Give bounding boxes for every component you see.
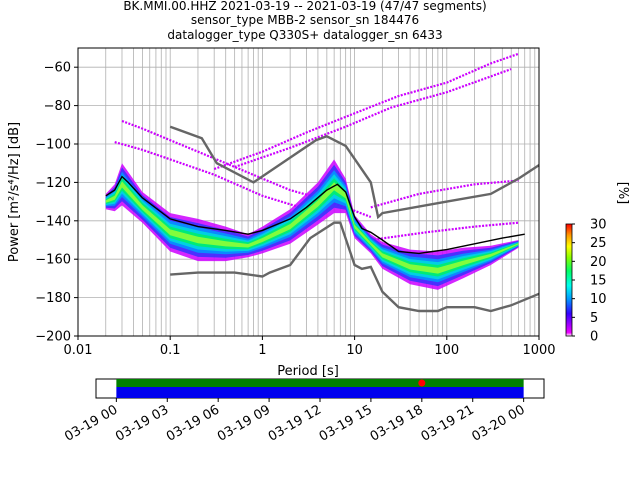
y-tick-label: −160 [35,253,71,268]
reference-upper-line [169,125,540,220]
colorbar-ticks: 0 5 10 15 20 25 30 [572,218,607,345]
timeline-tick-label: 03-19 18 [368,402,426,444]
timeline-tick-label: 03-19 00 [62,402,120,444]
timeline-tick-label: 03-19 15 [317,402,375,444]
y-axis-label: Power [m²/s⁴/Hz] [dB] [7,122,22,262]
colorbar-label: [%] [615,182,630,205]
timeline-tick-label: 03-19 03 [113,402,171,444]
outlier-band [114,141,307,211]
density-layer [105,164,519,287]
outlier-band [234,68,512,169]
timeline-tick-label: 03-19 09 [215,402,273,444]
x-tick-label: 0.01 [64,343,93,358]
reference-noise-models [169,125,540,313]
coverage-available-bar [116,379,524,387]
colorbar-tick-label: 10 [590,292,607,307]
timeline-tick-label: 03-19 06 [164,402,222,444]
y-tick-label: −60 [44,61,71,76]
colorbar-tick-label: 20 [590,255,607,270]
density-band [105,159,519,290]
density-layer [105,170,519,283]
ppsd-plot: 0.01 0.1 1 10 100 1000 −60 −80 −100 −120 −140 −160… [7,47,556,379]
x-tick-label: 1 [258,343,266,358]
colorbar-gradient [565,223,573,337]
y-tick-label: −180 [35,291,71,306]
title-line-3: datalogger_type Q330S+ datalogger_sn 643… [167,28,442,42]
colorbar: 0 5 10 15 20 25 30 [%] [565,182,630,345]
colorbar-tick-label: 15 [590,274,607,289]
reference-lower-line [170,221,540,313]
x-axis-ticks: 0.01 0.1 1 10 100 1000 [64,336,556,358]
outlier-band [370,221,519,242]
coverage-used-bar [116,387,524,398]
y-tick-label: −200 [35,330,71,345]
timeline-tick-label: 03-19 21 [419,402,477,444]
x-axis-label: Period [s] [277,364,339,379]
x-tick-label: 100 [434,343,459,358]
mean-curve [105,175,525,255]
colorbar-tick-label: 25 [590,236,607,251]
coverage-marker [418,379,426,387]
x-tick-label: 0.1 [160,343,181,358]
y-tick-label: −140 [35,214,71,229]
plot-frame [77,47,540,337]
y-tick-label: −120 [35,176,71,191]
timeline-tick-label: 03-20 00 [470,402,528,444]
x-tick-label: 1000 [522,343,555,358]
title-line-2: sensor_type MBB-2 sensor_sn 184476 [191,13,419,27]
outlier-band [213,52,519,171]
colorbar-tick-label: 0 [590,330,598,345]
outlier-band [370,179,519,209]
colorbar-tick-label: 30 [590,218,607,233]
mean-line [105,175,525,255]
colorbar-tick-label: 5 [590,311,598,326]
y-tick-label: −100 [35,138,71,153]
y-axis-ticks: −60 −80 −100 −120 −140 −160 −180 −200 [35,61,78,345]
x-tick-label: 10 [346,343,363,358]
title-line-1: BK.MMI.00.HHZ 2021-03-19 -- 2021-03-19 (… [123,0,486,13]
timeline-tick-label: 03-19 12 [266,402,324,444]
y-tick-label: −80 [44,99,71,114]
